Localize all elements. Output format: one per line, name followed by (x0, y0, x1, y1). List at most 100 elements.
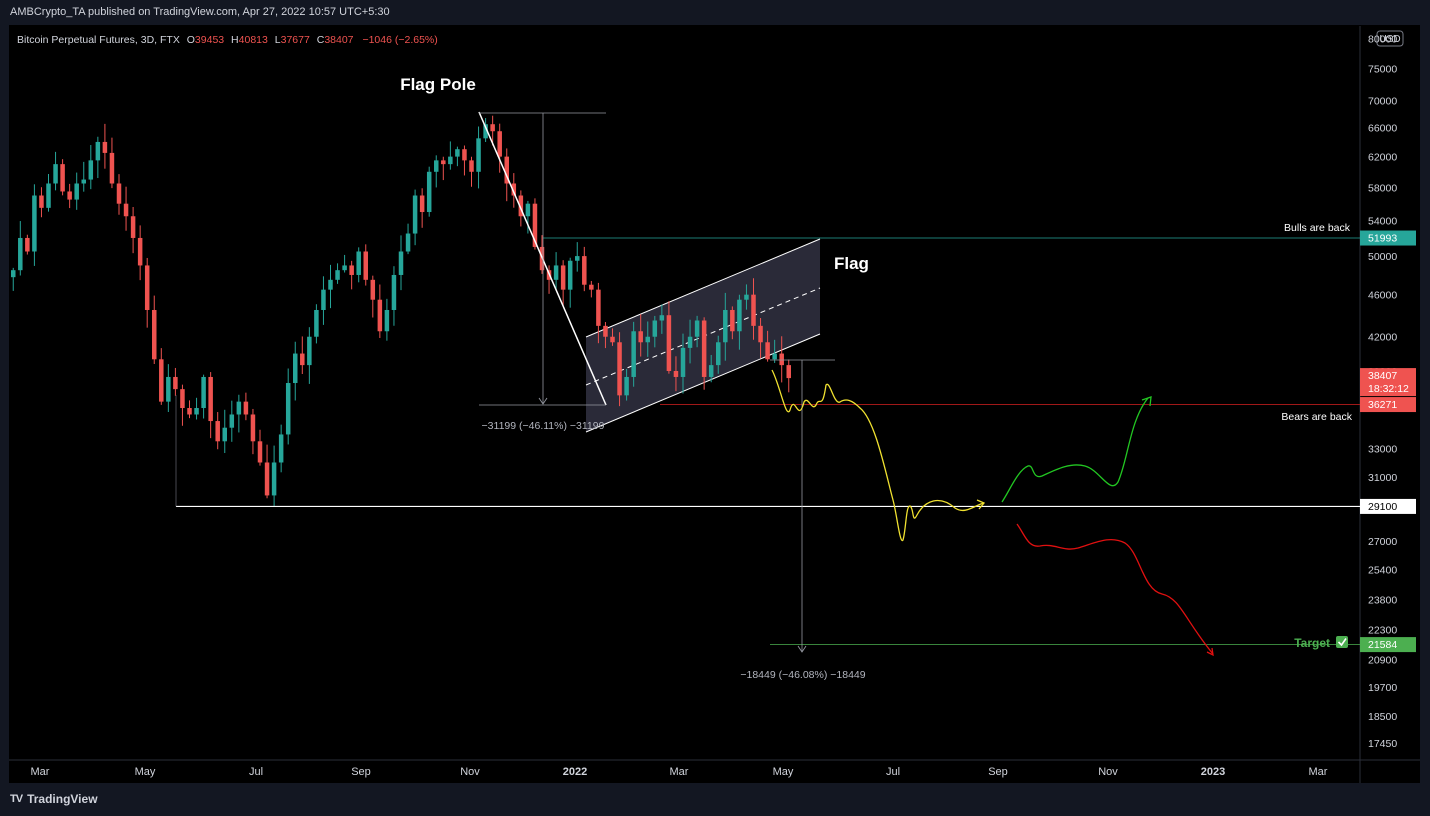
target-label: Target (1294, 636, 1330, 650)
y-tick-label: 20900 (1368, 654, 1397, 666)
candle-body (236, 401, 242, 415)
candle-body (673, 371, 679, 377)
price-label-value: 51993 (1368, 233, 1397, 245)
candle-body (321, 289, 326, 310)
y-tick-label: 33000 (1368, 443, 1397, 455)
candle-body (758, 325, 763, 343)
x-tick-label: Mar (1309, 766, 1328, 778)
x-tick-label: Jul (886, 766, 900, 778)
candle-body (772, 353, 777, 360)
candle-body (680, 347, 686, 377)
flag-upper-line (585, 238, 821, 338)
candle-body (130, 216, 136, 238)
x-tick-label: Mar (670, 766, 689, 778)
pole-measure-arrowhead (538, 397, 548, 405)
candle-body (448, 156, 453, 165)
candle-body (610, 336, 615, 343)
y-tick-label: 27000 (1368, 536, 1397, 548)
legend-close-label: C (317, 34, 325, 46)
target-measure-arrowhead (797, 645, 807, 653)
y-tick-label: 58000 (1368, 182, 1397, 194)
candle-body (751, 294, 756, 326)
candle-body (412, 195, 418, 234)
candle-body (582, 256, 587, 285)
candle-body (652, 320, 658, 337)
candle-body (208, 376, 213, 422)
y-tick-label: 17450 (1368, 738, 1397, 750)
candle-body (180, 389, 185, 409)
legend-high: 40813 (239, 34, 268, 46)
candle-body (60, 164, 65, 192)
flag-label: Flag (834, 254, 869, 273)
x-tick-label: 2022 (563, 766, 587, 778)
x-tick-label: Sep (351, 766, 371, 778)
candle-body (631, 331, 636, 377)
legend-close: 38407 (324, 34, 353, 46)
legend-high-label: H (231, 34, 239, 46)
candle-body (737, 299, 742, 332)
y-tick-label: 19700 (1368, 682, 1397, 694)
candle-body (666, 315, 672, 372)
candle-body (765, 342, 770, 360)
candle-body (67, 191, 72, 200)
price-label-value: 36271 (1368, 399, 1397, 411)
candle-body (39, 195, 44, 208)
candle-body (81, 179, 86, 184)
candle-body (455, 149, 460, 157)
flag-pole-label: Flag Pole (400, 75, 476, 94)
candle-body (46, 183, 51, 208)
candle-body (462, 149, 467, 161)
candle-body (116, 183, 122, 204)
x-tick-label: Jul (249, 766, 263, 778)
candle-body (377, 299, 383, 332)
candle-body (173, 376, 178, 390)
x-tick-label: Nov (1098, 766, 1118, 778)
y-tick-label: 80000 (1368, 34, 1397, 46)
candle-body (349, 265, 354, 275)
candle-body (687, 336, 693, 348)
candle-body (314, 309, 319, 337)
candle-body (532, 203, 538, 247)
x-tick-label: Nov (460, 766, 480, 778)
candle-body (342, 265, 347, 271)
bear-path-arrowhead (1206, 647, 1214, 657)
candle-body (560, 265, 566, 290)
price-label-box (1360, 368, 1416, 397)
x-tick-label: Sep (988, 766, 1008, 778)
footer-brand[interactable]: TV TradingView (10, 792, 98, 806)
candle-body (645, 336, 650, 343)
candle-body (166, 376, 171, 402)
y-tick-label: 42000 (1368, 332, 1397, 344)
candle-body (250, 414, 256, 442)
candle-body (730, 309, 735, 332)
candle-body (617, 342, 622, 396)
currency-label[interactable]: USD (1376, 30, 1404, 47)
legend-low-label: L (275, 34, 281, 46)
candle-body (708, 365, 714, 377)
candle-body (137, 237, 143, 266)
candle-body (222, 427, 227, 442)
candle-body (187, 408, 192, 415)
projection-arrowhead (976, 499, 986, 510)
flag-lower-line (585, 333, 821, 433)
candle-body (278, 434, 284, 463)
candle-body (74, 183, 79, 200)
legend-change: −1046 (−2.65%) (362, 34, 437, 46)
price-label-value: 29100 (1368, 501, 1397, 513)
pole-measure-label: −31199 (−46.11%) −31199 (482, 420, 605, 432)
candle-body (123, 203, 129, 217)
candle-body (490, 124, 495, 132)
candle-body (603, 325, 608, 337)
candle-body (152, 309, 157, 360)
candle-body (300, 353, 305, 366)
candle-body (405, 233, 411, 252)
candle-body (194, 408, 199, 415)
candle-body (525, 203, 531, 217)
candle-body (701, 320, 707, 377)
candle-body (589, 284, 594, 290)
y-tick-label: 50000 (1368, 251, 1397, 263)
legend-open: 39453 (195, 34, 224, 46)
x-tick-label: 2023 (1201, 766, 1225, 778)
candle-body (786, 365, 791, 379)
